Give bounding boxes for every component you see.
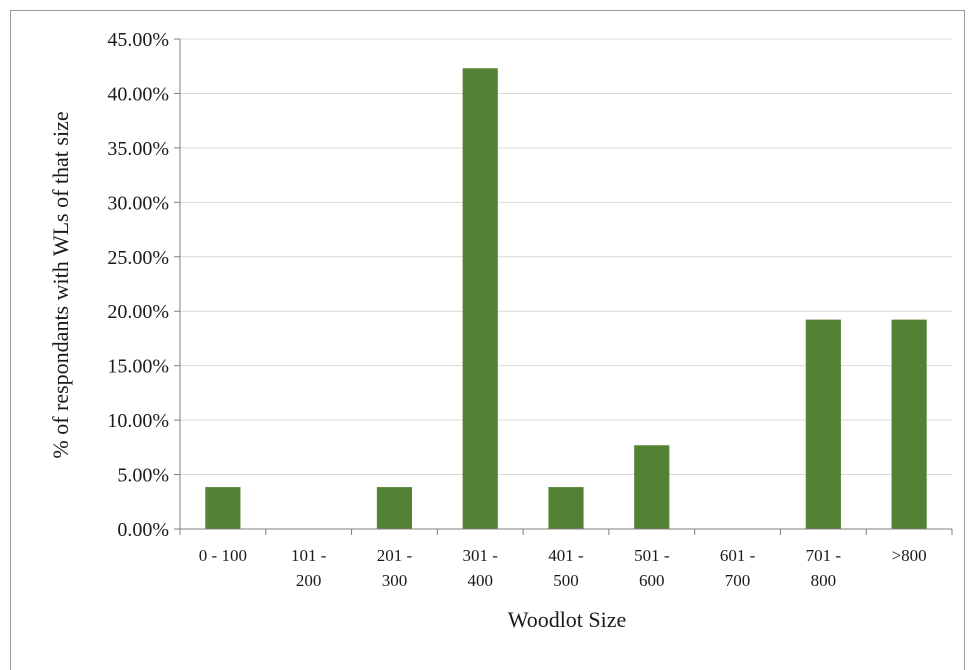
y-tick-label: 35.00% — [107, 138, 169, 160]
x-tick-label: 301 - — [463, 546, 499, 565]
y-tick-label: 40.00% — [107, 83, 169, 105]
x-axis-title: Woodlot Size — [508, 607, 627, 632]
x-tick-label: 800 — [811, 571, 837, 590]
x-tick-label: 700 — [725, 571, 751, 590]
x-tick-label: 501 - — [634, 546, 670, 565]
gridlines — [180, 38, 952, 476]
y-tick-label: 30.00% — [107, 192, 169, 214]
y-tick-label: 5.00% — [117, 465, 169, 487]
x-tick-label: 0 - 100 — [199, 546, 247, 565]
x-tick-label: 200 — [296, 571, 322, 590]
x-tick-label: 201 - — [377, 546, 413, 565]
y-axis-title: % of respondants with WLs of that size — [48, 111, 73, 458]
axes — [174, 38, 953, 535]
bar — [891, 319, 927, 529]
y-tick-label: 20.00% — [107, 301, 169, 323]
y-tick-label: 25.00% — [107, 247, 169, 269]
bar — [376, 487, 413, 529]
x-tick-label: >800 — [892, 546, 927, 565]
x-tick-label: 300 — [382, 571, 408, 590]
x-tick-label: 101 - — [291, 546, 327, 565]
x-tick-label: 401 - — [548, 546, 584, 565]
y-tick-label: 0.00% — [117, 519, 169, 541]
bar — [205, 487, 241, 529]
bar — [634, 445, 670, 529]
x-tick-label: 701 - — [806, 546, 842, 565]
y-tick-label: 15.00% — [107, 356, 169, 378]
x-tick-label: 500 — [553, 571, 579, 590]
x-tick-label: 600 — [639, 571, 665, 590]
bars — [205, 68, 927, 530]
bar — [805, 319, 841, 529]
bar — [462, 68, 498, 530]
bar — [548, 487, 584, 529]
x-tick-label: 400 — [467, 571, 493, 590]
y-tick-label: 45.00% — [107, 29, 169, 51]
x-tick-label: 601 - — [720, 546, 756, 565]
y-tick-label: 10.00% — [107, 410, 169, 432]
tick-labels: 0.00% 5.00% 10.00% 15.00% 20.00% 25.00% 30.00%… — [107, 29, 926, 590]
